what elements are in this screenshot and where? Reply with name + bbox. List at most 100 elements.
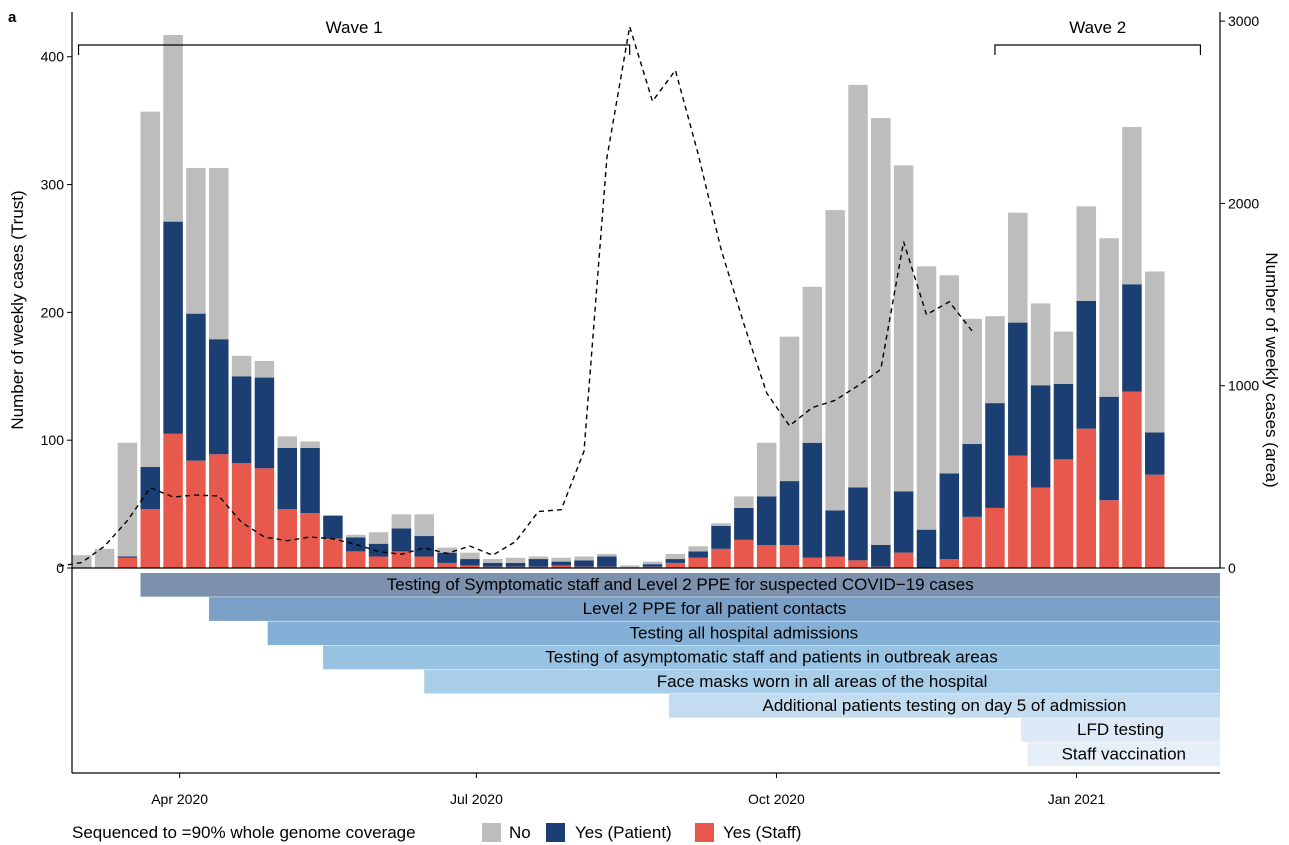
y-right-tick-label-1: 1000 — [1228, 378, 1259, 394]
bar-staff-28 — [711, 548, 731, 568]
bar-patient-25 — [642, 564, 663, 567]
bar-no-33 — [825, 210, 845, 511]
bar-no-5 — [186, 167, 206, 314]
bar-staff-17 — [460, 565, 480, 568]
waves-layer: Wave 1 Wave 2 — [77, 18, 1202, 55]
bar-staff-33 — [825, 556, 845, 568]
intervention-band-0 — [140, 573, 1220, 597]
bar-staff-5 — [186, 460, 206, 568]
bar-staff-16 — [437, 562, 457, 568]
x-tick-label-3: Jan 2021 — [1048, 791, 1106, 807]
bar-no-38 — [939, 275, 960, 474]
bar-patient-23 — [597, 556, 617, 567]
bar-patient-3 — [140, 467, 161, 510]
bar-staff-11 — [323, 538, 343, 568]
bar-staff-13 — [368, 556, 389, 568]
bar-patient-13 — [368, 543, 389, 557]
legend-label-patient: Yes (Patient) — [575, 823, 672, 842]
x-tick-label-1: Jul 2020 — [450, 791, 503, 807]
bar-patient-39 — [962, 444, 982, 517]
bar-staff-27 — [688, 557, 708, 568]
bar-patient-14 — [391, 528, 412, 552]
bar-no-20 — [528, 556, 549, 560]
bar-staff-7 — [231, 463, 252, 568]
panel-label: a — [8, 9, 17, 26]
bar-staff-32 — [802, 557, 823, 568]
bar-staff-35 — [871, 566, 891, 568]
bar-patient-41 — [1008, 322, 1028, 456]
bar-staff-43 — [1053, 459, 1074, 568]
x-tick-label-0: Apr 2020 — [151, 791, 208, 807]
bar-patient-2 — [117, 556, 138, 558]
legend-swatch-staff — [695, 823, 714, 842]
bar-no-27 — [688, 546, 708, 552]
bar-staff-31 — [779, 544, 800, 568]
intervention-label-3: Testing of asymptomatic staff and patien… — [545, 648, 997, 667]
legend: Sequenced to =90% whole genome coverage … — [72, 823, 801, 842]
bar-staff-30 — [756, 544, 777, 568]
bar-staff-23 — [597, 566, 617, 568]
bar-staff-25 — [642, 566, 663, 568]
bar-staff-26 — [665, 562, 686, 568]
bar-no-21 — [551, 557, 571, 562]
bar-staff-34 — [848, 560, 868, 568]
bar-no-6 — [209, 167, 229, 340]
intervention-label-4: Face masks worn in all areas of the hosp… — [657, 672, 988, 691]
bar-patient-22 — [574, 560, 594, 567]
bar-staff-15 — [414, 556, 434, 568]
bar-patient-11 — [323, 515, 343, 539]
bar-staff-14 — [391, 551, 412, 568]
bar-patient-42 — [1030, 385, 1051, 488]
bar-no-7 — [231, 355, 252, 377]
intervention-band-6 — [1021, 718, 1220, 742]
intervention-label-0: Testing of Symptomatic staff and Level 2… — [387, 575, 974, 594]
bar-staff-22 — [574, 566, 594, 568]
bar-patient-7 — [231, 376, 252, 464]
bar-no-22 — [574, 556, 594, 561]
bar-patient-29 — [734, 507, 754, 540]
bar-no-36 — [893, 165, 914, 492]
bar-no-4 — [163, 35, 183, 222]
intervention-label-2: Testing all hospital admissions — [630, 623, 859, 642]
bar-no-32 — [802, 286, 823, 443]
bar-patient-31 — [779, 481, 800, 545]
bar-patient-16 — [437, 552, 457, 563]
bar-staff-12 — [345, 551, 366, 568]
wave-bracket-0 — [77, 44, 631, 55]
bar-no-34 — [848, 84, 868, 488]
intervention-band-1 — [208, 597, 1220, 621]
bar-no-31 — [779, 336, 800, 482]
bar-patient-8 — [254, 377, 275, 469]
bar-no-41 — [1008, 212, 1028, 323]
y-axis-right-title: Number of weekly cases (area) — [1262, 252, 1281, 487]
bar-staff-18 — [482, 566, 503, 568]
bar-no-37 — [916, 266, 937, 530]
bar-no-25 — [642, 561, 663, 565]
bar-staff-9 — [277, 509, 297, 568]
x-tick-label-2: Oct 2020 — [748, 791, 805, 807]
bar-staff-42 — [1030, 487, 1051, 568]
y-left-tick-label-2: 200 — [41, 304, 65, 320]
bar-patient-21 — [551, 561, 571, 566]
wave-label-1: Wave 2 — [1069, 18, 1126, 37]
bar-no-35 — [871, 118, 891, 545]
bar-no-30 — [756, 442, 777, 497]
bar-no-26 — [665, 553, 686, 560]
y-left-tick-label-1: 100 — [41, 432, 65, 448]
bar-staff-10 — [300, 513, 320, 568]
bar-patient-46 — [1122, 284, 1142, 392]
intervention-label-6: LFD testing — [1077, 720, 1164, 739]
legend-label-no: No — [509, 823, 531, 842]
legend-label-staff: Yes (Staff) — [723, 823, 801, 842]
bar-no-29 — [734, 496, 754, 508]
bar-patient-40 — [985, 403, 1005, 508]
bar-no-24 — [619, 565, 640, 568]
bar-no-43 — [1053, 331, 1074, 384]
bar-patient-45 — [1099, 396, 1119, 501]
bar-no-17 — [460, 552, 480, 560]
axes-layer: 0 100 200 300 400 0 1000 2000 3000 Apr 2020 Jul 20… — [41, 12, 1259, 807]
bar-staff-46 — [1122, 391, 1142, 568]
bar-no-46 — [1122, 127, 1142, 285]
bar-patient-47 — [1145, 432, 1165, 475]
